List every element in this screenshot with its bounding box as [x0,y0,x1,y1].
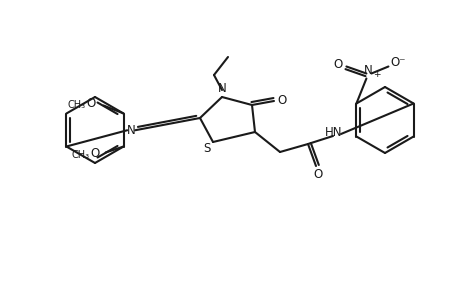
Text: O⁻: O⁻ [391,56,406,69]
Text: N: N [127,124,136,137]
Text: O: O [90,147,99,160]
Text: CH₃: CH₃ [67,99,86,110]
Text: N: N [218,81,226,95]
Text: O: O [334,58,343,71]
Text: S: S [203,142,211,155]
Text: CH₃: CH₃ [71,150,90,160]
Text: O: O [86,97,95,110]
Text: N: N [364,64,373,77]
Text: +: + [373,70,380,79]
Text: O: O [313,168,322,180]
Text: HN: HN [325,126,343,139]
Text: O: O [278,95,287,108]
